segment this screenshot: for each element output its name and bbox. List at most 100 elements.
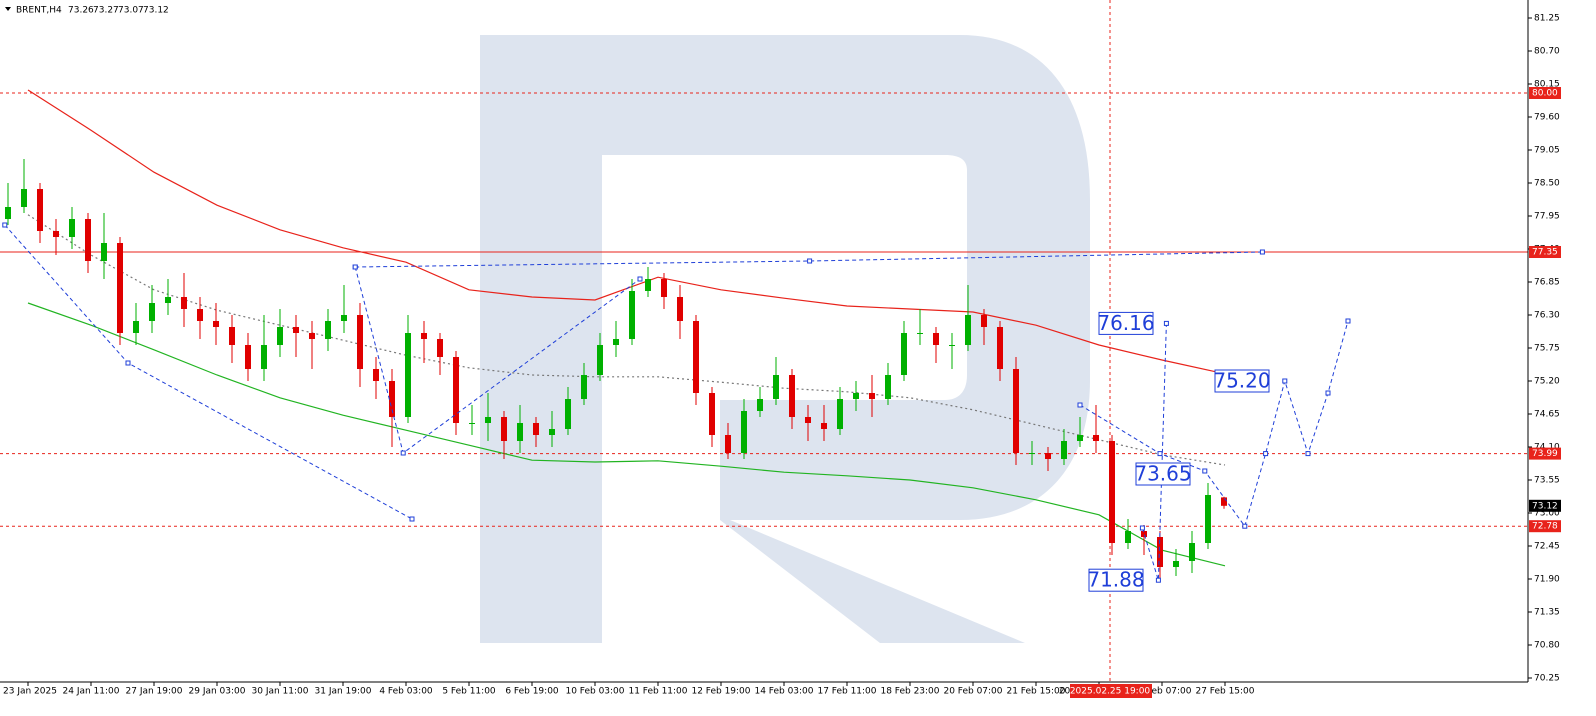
candle-body [197,309,203,321]
candle-body [1077,435,1083,441]
last-price-label: 73.12 [1532,501,1558,511]
candle-body [997,327,1003,369]
candle-body [1045,453,1051,459]
forecast-path [1079,320,1349,528]
level-label: 77.35 [1532,248,1558,258]
candle-body [181,297,187,309]
candle-body [117,243,123,333]
candle-body [645,279,651,291]
candle-body [1189,543,1195,561]
candle-body [21,189,27,207]
forecast-node [1139,525,1145,531]
candle-body [1141,531,1147,537]
candle-body [677,297,683,321]
candle-body [1093,435,1099,441]
x-tick-label: 20 Feb 07:00 [943,687,1002,697]
annotation-label: 73.65 [1134,462,1191,486]
y-tick-label: 74.10 [1534,443,1560,453]
candle-body [949,345,955,346]
candle-body [437,339,443,357]
forecast-node [1325,390,1331,396]
candle-body [245,345,251,369]
level-label-box [1529,87,1561,99]
candle-body [213,321,219,327]
candle-body [981,315,987,327]
moving-average [27,302,1226,567]
candle-body [917,333,923,334]
candle-body [533,423,539,435]
crosshair-label-box [1070,684,1152,698]
annotation-box [1088,568,1144,592]
x-tick-label: 11 Feb 11:00 [628,687,687,697]
forecast-node [1242,523,1248,529]
candle-body [885,375,891,399]
watermark [480,35,1090,643]
level-label: 73.99 [1532,449,1558,459]
menu-arrow [5,7,11,11]
candle-body [581,375,587,399]
annotation-box [1098,311,1154,335]
x-tick-label: 5 Feb 11:00 [442,687,496,697]
x-tick-label: 24 Jan 11:00 [63,687,120,697]
level-label-box [1529,447,1561,460]
candle-body [613,339,619,345]
forecast-path [1141,323,1167,581]
candle-body [517,423,523,441]
y-tick-label: 70.80 [1534,641,1560,651]
x-tick-label: 27 Jan 19:00 [126,687,183,697]
candle-body [389,381,395,417]
y-tick-label: 79.05 [1534,146,1560,156]
y-tick-label: 79.60 [1534,113,1560,123]
candle-body [1013,369,1019,453]
candle-body [309,333,315,339]
forecast-node [352,264,358,270]
candle-body [277,327,283,345]
candle-body [1173,561,1179,567]
forecast-node [1305,451,1311,457]
candle-body [149,303,155,321]
y-tick-label: 78.50 [1534,179,1560,189]
level-label-box [1529,520,1561,533]
candle-body [565,399,571,429]
y-tick-label: 73.55 [1534,476,1560,486]
candle-body [789,375,795,417]
level-label-box [1529,246,1561,258]
crosshair-label: 2025.02.25 19:00 [1070,687,1151,697]
annotation-label: 75.20 [1213,369,1270,393]
y-tick-label: 71.35 [1534,608,1560,618]
last-price-box [1529,499,1561,512]
candle-body [501,417,507,441]
candle-body [85,219,91,261]
candle-body [693,321,699,393]
ohlc-close: 73.12 [143,6,169,16]
forecast-node [1259,249,1265,255]
forecast-node [637,276,643,282]
annotation-box [1135,462,1191,486]
chart-title: BRENT,H4 [16,6,62,16]
candle-body [405,333,411,417]
x-tick-label: 31 Jan 19:00 [315,687,372,697]
x-tick-label: 21 Feb 15:00 [1006,687,1065,697]
y-tick-label: 71.90 [1534,575,1560,585]
candle-body [1109,441,1115,543]
candle-body [661,279,667,297]
candle-body [1205,495,1211,543]
candle-body [869,393,875,399]
forecast-node [1345,318,1351,324]
candle-body [229,327,235,345]
candle-body [69,219,75,237]
forecast-node [125,360,131,366]
candle-body [101,243,107,261]
y-tick-label: 73.00 [1534,509,1560,519]
x-tick-label: 23 Jan 2025 [3,687,57,697]
ohlc-low: 73.07 [118,6,144,16]
y-tick-label: 75.75 [1534,344,1560,354]
level-label: 72.78 [1532,522,1558,532]
x-tick-label: 26 Feb 07:00 [1132,687,1191,697]
candle-body [1221,497,1227,506]
y-tick-label: 80.15 [1534,80,1560,90]
annotation-label: 76.16 [1097,311,1154,335]
y-tick-label: 76.30 [1534,311,1560,321]
x-tick-label: 14 Feb 03:00 [754,687,813,697]
logo-stem [480,35,602,643]
